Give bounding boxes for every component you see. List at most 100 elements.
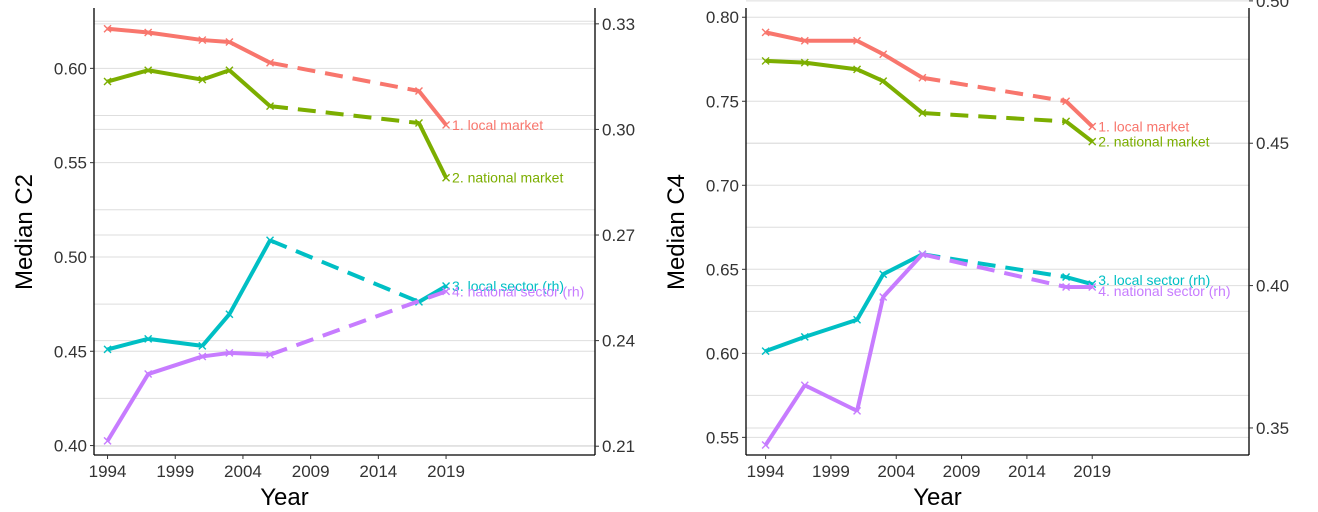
series-segment bbox=[1065, 275, 1093, 287]
series-segment bbox=[765, 30, 806, 43]
data-point-marker bbox=[442, 120, 451, 129]
x-tick-label: 2009 bbox=[943, 462, 981, 481]
x-tick-label: 2004 bbox=[224, 462, 262, 481]
data-point-marker bbox=[266, 236, 275, 245]
left-tick-label: 0.40 bbox=[54, 437, 87, 456]
data-point-marker bbox=[266, 350, 275, 359]
x-tick-label: 1994 bbox=[89, 462, 127, 481]
data-point-marker bbox=[853, 36, 862, 45]
data-point-marker bbox=[144, 66, 153, 75]
y-axis-title: Median C2 bbox=[11, 174, 38, 290]
marker-stroke bbox=[103, 77, 112, 86]
left-tick-label: 0.70 bbox=[706, 176, 739, 195]
marker-stroke bbox=[414, 119, 423, 128]
series-segment bbox=[147, 30, 203, 43]
series-segment bbox=[882, 252, 924, 276]
series-segment bbox=[856, 38, 885, 56]
marker-stroke bbox=[1062, 117, 1071, 126]
marker-stroke bbox=[414, 297, 423, 306]
data-point-marker bbox=[1062, 117, 1071, 126]
series-segment bbox=[803, 383, 858, 413]
series-label: 2. national market bbox=[452, 170, 563, 186]
marker-stroke bbox=[266, 350, 275, 359]
x-tick-label: 2014 bbox=[359, 462, 397, 481]
x-axis-title: Year bbox=[913, 484, 962, 511]
marker-stroke bbox=[800, 58, 809, 67]
marker-stroke bbox=[918, 73, 927, 82]
series-label: 2. national market bbox=[1098, 134, 1209, 150]
marker-stroke bbox=[761, 347, 770, 356]
data-point-marker bbox=[144, 28, 153, 37]
data-point-marker bbox=[266, 58, 275, 67]
data-point-marker bbox=[1062, 283, 1071, 292]
data-point-marker bbox=[1062, 97, 1071, 106]
series-segment bbox=[1064, 99, 1094, 128]
marker-stroke bbox=[442, 173, 451, 182]
series-segment-dashed bbox=[269, 289, 447, 357]
x-tick-label: 2009 bbox=[292, 462, 330, 481]
data-point-marker bbox=[879, 270, 888, 279]
left-tick-label: 0.65 bbox=[706, 260, 739, 279]
series-segment bbox=[417, 284, 448, 304]
series-segment bbox=[147, 354, 203, 376]
marker-stroke bbox=[853, 406, 862, 415]
data-point-marker bbox=[918, 73, 927, 82]
right-tick-label: 0.21 bbox=[602, 437, 635, 456]
x-tick-label: 1999 bbox=[812, 462, 850, 481]
data-point-marker bbox=[266, 102, 275, 111]
marker-stroke bbox=[800, 332, 809, 341]
marker-stroke bbox=[918, 250, 927, 259]
chart-median-c2: 0.40 0.45 0.50 0.55 0.60 0.21 0.24 0.27 0.30 0.33… bbox=[11, 8, 635, 511]
data-point-marker bbox=[761, 441, 770, 450]
data-point-marker bbox=[225, 37, 234, 46]
right-tick-label: 0.27 bbox=[602, 226, 635, 245]
left-tick-label: 0.75 bbox=[706, 92, 739, 111]
data-point-marker bbox=[225, 66, 234, 75]
series-segment bbox=[763, 384, 807, 447]
marker-stroke bbox=[198, 352, 207, 361]
series-segment bbox=[107, 68, 149, 84]
right-tick-label: 0.40 bbox=[1256, 277, 1289, 296]
marker-stroke bbox=[1062, 283, 1071, 292]
data-point-marker bbox=[1088, 283, 1097, 292]
data-point-marker bbox=[414, 86, 423, 95]
series-label: 3. local sector (rh) bbox=[1098, 272, 1210, 288]
left-tick-label: 0.60 bbox=[706, 344, 739, 363]
series-segment bbox=[200, 312, 231, 348]
data-point-marker bbox=[414, 297, 423, 306]
series-segment-dashed bbox=[922, 75, 1067, 104]
right-tick-label: 0.35 bbox=[1256, 419, 1289, 438]
series-segment bbox=[881, 79, 924, 115]
data-point-marker bbox=[198, 341, 207, 350]
marker-stroke bbox=[879, 292, 888, 301]
series-segment bbox=[107, 26, 149, 35]
series-segment bbox=[855, 296, 886, 412]
series-segment-dashed bbox=[269, 104, 420, 126]
series-label: 1. local market bbox=[452, 117, 543, 133]
marker-stroke bbox=[144, 370, 153, 379]
marker-stroke bbox=[198, 36, 207, 45]
data-point-marker bbox=[442, 173, 451, 182]
series-segment bbox=[201, 68, 231, 82]
data-point-marker bbox=[442, 287, 451, 296]
series-segment bbox=[804, 317, 858, 339]
marker-stroke bbox=[853, 36, 862, 45]
chart-median-c4: 0.55 0.60 0.65 0.70 0.75 0.80 0.35 0.40 0.45 0.50… bbox=[663, 0, 1289, 511]
marker-stroke bbox=[1088, 283, 1097, 292]
series-segment-dashed bbox=[269, 238, 420, 304]
marker-stroke bbox=[266, 58, 275, 67]
data-point-marker bbox=[1088, 137, 1097, 146]
series-segment bbox=[228, 40, 271, 65]
right-tick-label: 0.33 bbox=[602, 15, 635, 34]
right-tick-label: 0.30 bbox=[602, 120, 635, 139]
series-segment bbox=[147, 336, 203, 348]
x-axis-title: Year bbox=[260, 484, 309, 511]
left-tick-label: 0.60 bbox=[54, 59, 87, 78]
left-tick-label: 0.80 bbox=[706, 8, 739, 27]
left-tick-label: 0.45 bbox=[54, 342, 87, 361]
data-point-marker bbox=[918, 250, 927, 259]
series-segment-dashed bbox=[269, 60, 420, 93]
x-tick-label: 2019 bbox=[427, 462, 465, 481]
marker-stroke bbox=[879, 77, 888, 86]
data-point-marker bbox=[853, 65, 862, 74]
